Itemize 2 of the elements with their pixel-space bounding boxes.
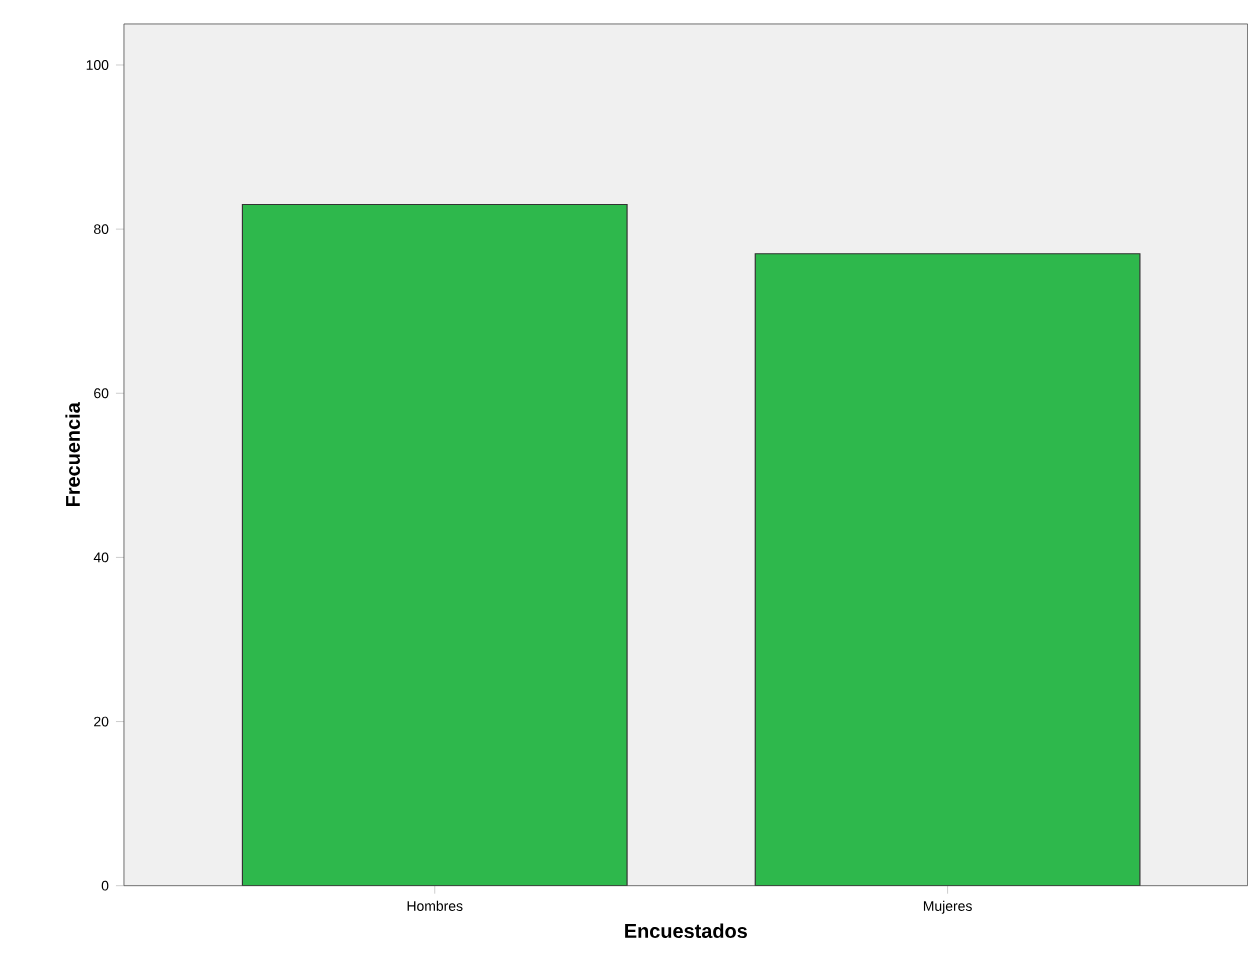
y-axis-title: Frecuencia <box>65 402 80 507</box>
x-axis-title: Encuestados <box>625 923 747 939</box>
